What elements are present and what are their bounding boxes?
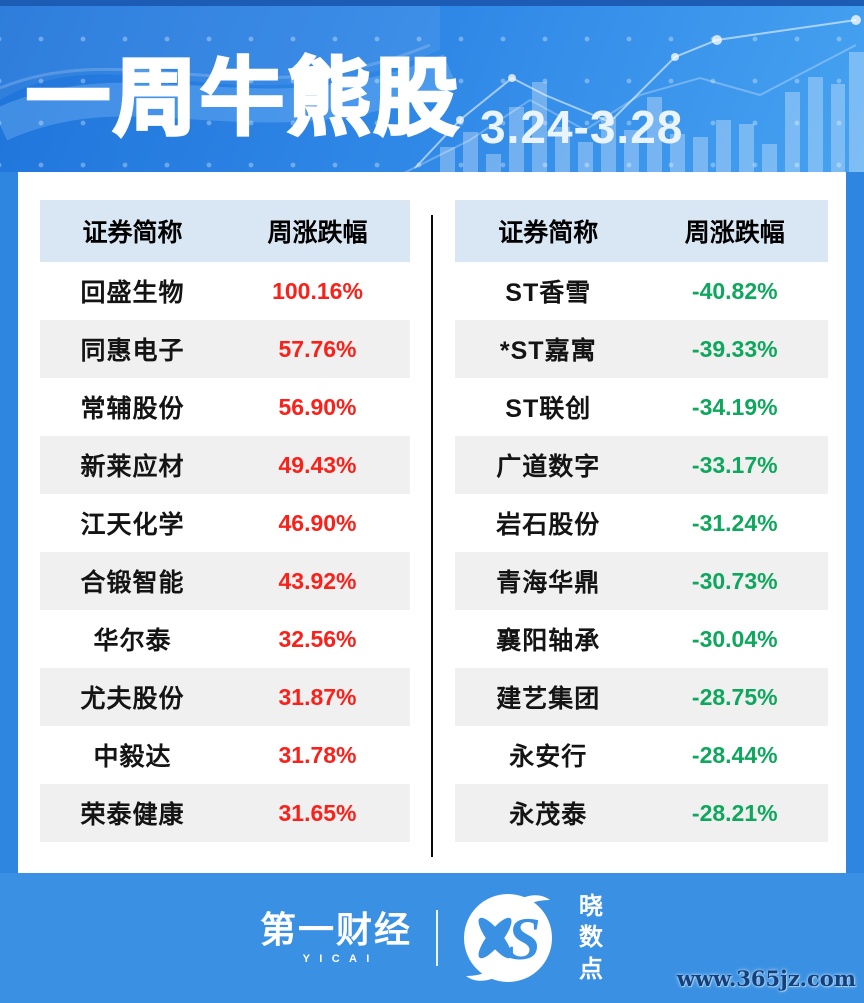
- stock-change: -30.73%: [691, 567, 778, 594]
- header-banner: 一周牛熊股 3.24-3.28: [0, 0, 864, 172]
- losers-table: 证券简称 周涨跌幅 ST香雪 -40.82% *ST嘉寓 -39.33% ST联创 -…: [455, 200, 828, 842]
- losers-table-body: ST香雪 -40.82% *ST嘉寓 -39.33% ST联创 -34.19% 广道数…: [455, 262, 828, 842]
- stock-change: 43.92%: [278, 567, 357, 594]
- stock-change: 49.43%: [278, 451, 357, 478]
- gainers-table: 证券简称 周涨跌幅 回盛生物 100.16% 同惠电子 57.76% 常辅股份 56.…: [40, 200, 410, 842]
- stock-name: ST联创: [505, 395, 592, 423]
- top-border-strip: [0, 0, 864, 6]
- xiaoshudian-logo-text: 晓数点: [579, 893, 603, 983]
- gainers-table-body: 回盛生物 100.16% 同惠电子 57.76% 常辅股份 56.90% 新莱应材 49…: [40, 262, 410, 842]
- column-header-name: 证券简称: [82, 219, 183, 247]
- column-header-change: 周涨跌幅: [684, 219, 785, 247]
- stock-change: 56.90%: [278, 393, 357, 420]
- stock-change: 31.65%: [278, 799, 357, 826]
- xiaoshudian-logo-icon: S: [464, 894, 552, 982]
- stock-change: -30.04%: [691, 625, 778, 652]
- table-row: 新莱应材 49.43%: [40, 436, 410, 494]
- stock-change: 57.76%: [278, 335, 357, 362]
- stock-name: 荣泰健康: [80, 801, 185, 829]
- stock-change: 31.78%: [278, 741, 357, 768]
- stock-change: 32.56%: [278, 625, 357, 652]
- stock-name: 尤夫股份: [80, 685, 185, 713]
- stock-change: -33.17%: [691, 451, 778, 478]
- table-row: 合锻智能 43.92%: [40, 552, 410, 610]
- stock-change: -28.44%: [691, 741, 778, 768]
- stock-change: -31.24%: [691, 509, 778, 536]
- stock-name: 中毅达: [93, 743, 172, 771]
- tables-divider: [431, 215, 433, 857]
- stock-name: 永安行: [509, 743, 588, 771]
- table-row: 建艺集团 -28.75%: [455, 668, 828, 726]
- table-row: 荣泰健康 31.65%: [40, 784, 410, 842]
- stock-name: *ST嘉寓: [499, 337, 597, 365]
- yicai-logo-text: 第一财经: [259, 908, 412, 950]
- stock-trend-decoration-icon: [0, 0, 864, 172]
- table-row: ST联创 -34.19%: [455, 378, 828, 436]
- stock-name: 华尔泰: [93, 627, 172, 655]
- line-chart-decoration-icon: [403, 15, 861, 172]
- stock-change: -28.21%: [691, 799, 778, 826]
- stock-name: 青海华鼎: [496, 569, 601, 597]
- watermark-url: www.365jz.com: [676, 966, 856, 991]
- stock-name: 新莱应材: [80, 453, 185, 481]
- table-row: 回盛生物 100.16%: [40, 262, 410, 320]
- stock-change: -39.33%: [691, 335, 778, 362]
- stock-name: 广道数字: [496, 453, 601, 481]
- column-header-change: 周涨跌幅: [267, 219, 368, 247]
- stock-name: 永茂泰: [509, 801, 588, 829]
- yicai-logo-subtext: YICAI: [302, 952, 379, 965]
- table-row: 襄阳轴承 -30.04%: [455, 610, 828, 668]
- stock-change: 100.16%: [272, 277, 363, 304]
- table-row: 常辅股份 56.90%: [40, 378, 410, 436]
- stock-name: 建艺集团: [496, 685, 601, 713]
- table-row: 中毅达 31.78%: [40, 726, 410, 784]
- brand-logos: 第一财经 YICAI S 晓数点: [0, 873, 864, 1003]
- table-row: 永茂泰 -28.21%: [455, 784, 828, 842]
- table-row: 江天化学 46.90%: [40, 494, 410, 552]
- stock-name: 江天化学: [80, 511, 185, 539]
- gainers-table-header: 证券简称 周涨跌幅: [40, 200, 410, 262]
- table-row: ST香雪 -40.82%: [455, 262, 828, 320]
- stock-name: 常辅股份: [80, 395, 185, 423]
- table-row: 尤夫股份 31.87%: [40, 668, 410, 726]
- stock-name: 襄阳轴承: [496, 627, 601, 655]
- stock-name: 合锻智能: [80, 569, 185, 597]
- stock-name: ST香雪: [505, 279, 592, 307]
- column-header-name: 证券简称: [498, 219, 599, 247]
- table-row: 永安行 -28.44%: [455, 726, 828, 784]
- stock-change: 31.87%: [278, 683, 357, 710]
- table-row: 广道数字 -33.17%: [455, 436, 828, 494]
- stock-change: -34.19%: [691, 393, 778, 420]
- svg-text:S: S: [507, 906, 540, 972]
- date-range-label: 3.24-3.28: [480, 101, 684, 153]
- table-row: 岩石股份 -31.24%: [455, 494, 828, 552]
- table-row: 华尔泰 32.56%: [40, 610, 410, 668]
- footer-band: 第一财经 YICAI S 晓数点 www.365jz.com: [0, 873, 864, 1003]
- table-row: 青海华鼎 -30.73%: [455, 552, 828, 610]
- stock-change: -28.75%: [691, 683, 778, 710]
- content-card: 证券简称 周涨跌幅 回盛生物 100.16% 同惠电子 57.76% 常辅股份 56.…: [18, 172, 846, 873]
- stock-change: 46.90%: [278, 509, 357, 536]
- stock-name: 回盛生物: [80, 279, 185, 307]
- stock-name: 同惠电子: [80, 337, 185, 365]
- table-row: 同惠电子 57.76%: [40, 320, 410, 378]
- yicai-logo: 第一财经 YICAI: [259, 908, 412, 965]
- page-title: 一周牛熊股: [24, 50, 462, 146]
- bar-chart-decoration-icon: [440, 52, 864, 172]
- stock-change: -40.82%: [691, 277, 778, 304]
- losers-table-header: 证券简称 周涨跌幅: [455, 200, 828, 262]
- table-row: *ST嘉寓 -39.33%: [455, 320, 828, 378]
- logo-divider: [436, 910, 438, 966]
- stock-name: 岩石股份: [496, 511, 601, 539]
